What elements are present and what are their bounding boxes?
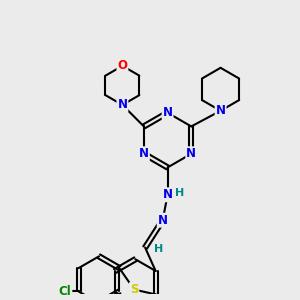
Text: Cl: Cl [58,285,71,298]
Text: N: N [186,147,196,160]
Text: N: N [139,147,149,160]
Text: N: N [117,98,128,111]
Text: N: N [163,188,172,201]
Text: S: S [130,283,138,296]
Text: O: O [117,59,128,72]
Text: H: H [175,188,184,198]
Text: N: N [158,214,168,227]
Text: H: H [154,244,164,254]
Text: N: N [216,104,226,117]
Text: N: N [163,106,172,119]
